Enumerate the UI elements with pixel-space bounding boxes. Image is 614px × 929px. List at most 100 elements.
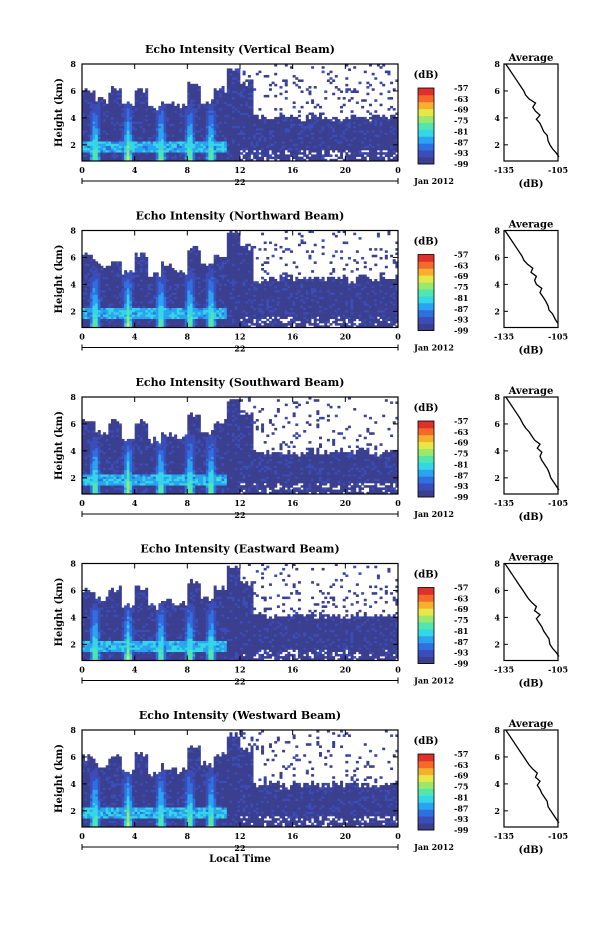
heatmap-cell [153, 303, 157, 306]
heatmap-cell [92, 152, 96, 155]
heatmap-cell [161, 320, 164, 324]
heatmap-cell [305, 141, 309, 144]
heatmap-cell [224, 101, 228, 105]
heatmap-cell [192, 110, 196, 113]
heatmap-cell [89, 158, 93, 162]
heatmap-cell [213, 130, 217, 133]
heatmap-cell [290, 114, 294, 118]
heatmap-cell [245, 110, 249, 113]
heatmap-cell [108, 276, 112, 280]
heatmap-cell [390, 114, 394, 118]
heatmap-cell [84, 281, 88, 284]
heatmap-cell [226, 318, 230, 322]
heatmap-cell [211, 138, 215, 142]
heatmap-cell [316, 132, 320, 135]
heatmap-cell [232, 245, 236, 249]
heatmap-cell [319, 114, 322, 118]
heatmap-cell [116, 298, 120, 302]
heatmap-cell [189, 154, 193, 157]
heatmap-cell [189, 267, 193, 271]
heatmap-cell [203, 158, 207, 162]
heatmap-cell [116, 292, 120, 295]
heatmap-cell [155, 283, 159, 286]
heatmap-cell [105, 130, 109, 133]
heatmap-cell [242, 145, 246, 149]
heatmap-cell [182, 147, 186, 151]
heatmap-cell [384, 70, 388, 74]
heatmap-cell [266, 134, 270, 138]
heatmap-cell [137, 270, 141, 273]
heatmap-cell [192, 83, 196, 87]
heatmap-cell [174, 110, 178, 113]
heatmap-cell [382, 152, 386, 155]
heatmap-cell [366, 152, 370, 155]
heatmap-cell [121, 116, 125, 120]
heatmap-cell [182, 112, 186, 116]
heatmap-cell [218, 298, 222, 302]
heatmap-cell [84, 105, 88, 109]
heatmap-cell [213, 283, 217, 286]
heatmap-cell [295, 125, 299, 129]
heatmap-cell [245, 141, 249, 144]
heatmap-cell [218, 281, 222, 284]
heatmap-cell [121, 309, 125, 313]
heatmap-cell [258, 145, 262, 149]
heatmap-cell [182, 309, 186, 313]
heatmap-cell [129, 152, 133, 155]
heatmap-cell [311, 138, 315, 142]
heatmap-cell [179, 158, 183, 162]
heatmap-cell [205, 312, 209, 315]
heatmap-cell [84, 145, 88, 149]
heatmap-cell [161, 276, 164, 280]
heatmap-cell [292, 123, 296, 127]
heatmap-cell [295, 154, 299, 157]
heatmap-cell [229, 147, 233, 151]
heatmap-cell [105, 320, 109, 324]
heatmap-cell [145, 127, 149, 131]
heatmap-cell [82, 301, 85, 304]
heatmap-cell [137, 294, 141, 297]
heatmap-cell [187, 114, 191, 118]
heatmap-cell [292, 147, 296, 151]
heatmap-cell [189, 103, 193, 107]
heatmap-cell [382, 119, 386, 122]
heatmap-cell [179, 147, 183, 151]
heatmap-cell [279, 119, 283, 122]
heatmap-cell [342, 147, 346, 151]
y-tick-label: 4 [70, 113, 76, 123]
heatmap-cell [161, 309, 164, 313]
heatmap-cell [195, 136, 199, 140]
heatmap-cell [124, 156, 128, 160]
heatmap-cell [266, 145, 270, 149]
heatmap-cell [153, 123, 157, 127]
heatmap-cell [92, 325, 96, 328]
heatmap-cell [134, 154, 138, 157]
heatmap-cell [334, 123, 338, 127]
heatmap-cell [374, 125, 378, 129]
heatmap-cell [284, 79, 288, 82]
heatmap-cell [274, 83, 278, 87]
heatmap-cell [192, 121, 196, 124]
heatmap-cell [255, 119, 259, 122]
heatmap-cell [142, 285, 146, 289]
heatmap-cell [126, 274, 130, 278]
heatmap-cell [110, 267, 114, 271]
heatmap-cell [142, 136, 146, 140]
heatmap-cell [174, 323, 178, 326]
heatmap-cell [253, 145, 257, 149]
heatmap-cell [147, 108, 151, 111]
heatmap-cell [176, 114, 180, 118]
heatmap-cell [319, 127, 322, 131]
heatmap-cell [113, 294, 117, 297]
heatmap-cell [271, 138, 275, 142]
heatmap-cell [176, 138, 180, 142]
heatmap-cell [145, 259, 149, 262]
heatmap-cell [271, 145, 275, 149]
heatmap-cell [187, 88, 191, 91]
heatmap-cell [287, 125, 291, 129]
heatmap-cell [292, 156, 296, 160]
heatmap-cell [87, 272, 91, 275]
heatmap-cell [232, 72, 236, 76]
heatmap-cell [390, 145, 394, 149]
heatmap-cell [384, 119, 388, 122]
